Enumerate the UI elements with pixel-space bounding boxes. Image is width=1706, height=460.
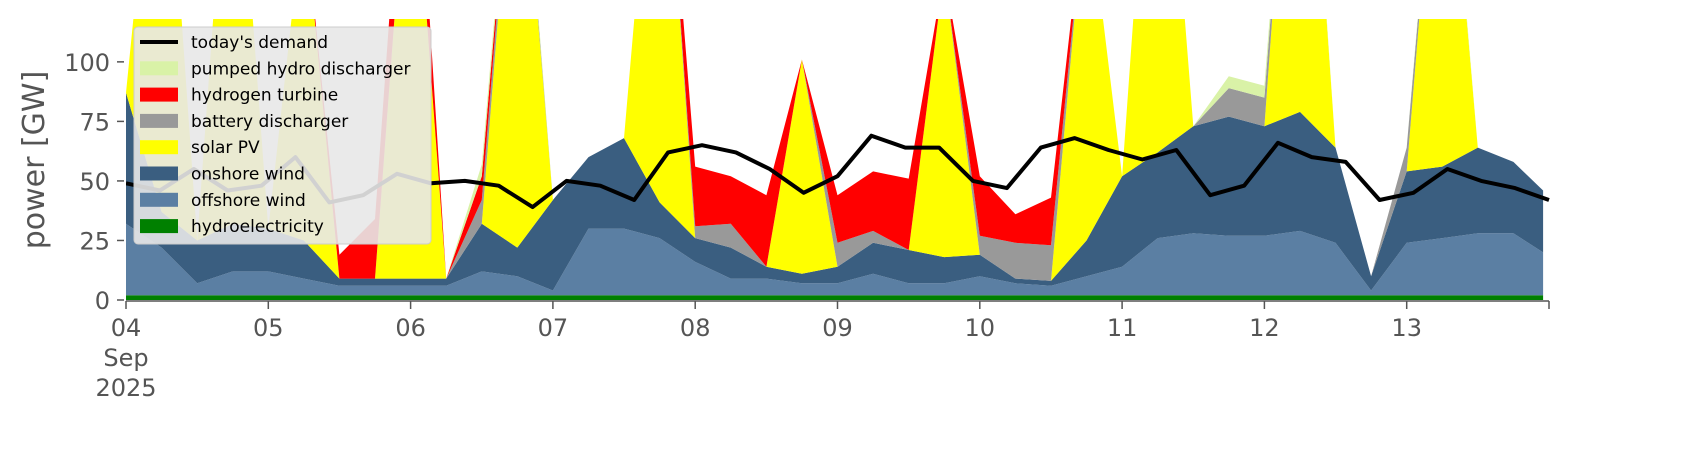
y-tick-label: 25 bbox=[79, 227, 110, 255]
legend-swatch bbox=[140, 166, 178, 181]
x-tick-label: Sep bbox=[103, 344, 148, 372]
legend-swatch bbox=[140, 140, 178, 155]
legend-swatch bbox=[140, 219, 178, 234]
legend-label: pumped hydro discharger bbox=[191, 59, 410, 79]
x-tick-label: 10 bbox=[965, 314, 996, 342]
area-hydrogen-turbine bbox=[126, 19, 1544, 279]
y-tick-label: 75 bbox=[79, 108, 110, 136]
y-tick-label: 50 bbox=[79, 168, 110, 196]
y-axis-title: power [GW] bbox=[17, 71, 52, 250]
legend-label: offshore wind bbox=[191, 191, 306, 211]
x-tick-label: 07 bbox=[538, 314, 569, 342]
x-tick-label: 09 bbox=[822, 314, 853, 342]
area-solar-pv bbox=[126, 19, 1544, 281]
legend-swatch bbox=[140, 61, 178, 76]
legend-label: battery discharger bbox=[191, 112, 348, 132]
x-tick-label: 05 bbox=[253, 314, 284, 342]
area-offshore-wind bbox=[126, 223, 1544, 296]
x-tick-label: 13 bbox=[1391, 314, 1422, 342]
area-battery-discharger bbox=[126, 19, 1544, 281]
area-hydroelectricity bbox=[126, 295, 1544, 300]
stacked-areas bbox=[126, 19, 1544, 300]
x-tick-label: 08 bbox=[680, 314, 711, 342]
x-tick-label: 12 bbox=[1249, 314, 1280, 342]
legend-swatch bbox=[140, 192, 178, 207]
legend-label: hydrogen turbine bbox=[191, 86, 338, 106]
y-tick-label: 0 bbox=[95, 287, 110, 315]
y-tick-label: 100 bbox=[64, 49, 110, 77]
legend-box bbox=[133, 26, 432, 245]
legend-label: onshore wind bbox=[191, 165, 305, 185]
x-tick-label: 06 bbox=[395, 314, 426, 342]
legend: today's demand pumped hydro discharger hyd… bbox=[133, 26, 432, 245]
x-tick-label: 2025 bbox=[95, 374, 156, 402]
area-onshore-wind bbox=[126, 92, 1544, 291]
legend-swatch bbox=[140, 87, 178, 102]
x-tick-label: 04 bbox=[111, 314, 142, 342]
legend-label: today's demand bbox=[191, 33, 328, 53]
legend-label: solar PV bbox=[191, 138, 260, 158]
legend-swatch bbox=[140, 113, 178, 128]
x-tick-label: 11 bbox=[1107, 314, 1138, 342]
legend-label: hydroelectricity bbox=[191, 217, 324, 237]
